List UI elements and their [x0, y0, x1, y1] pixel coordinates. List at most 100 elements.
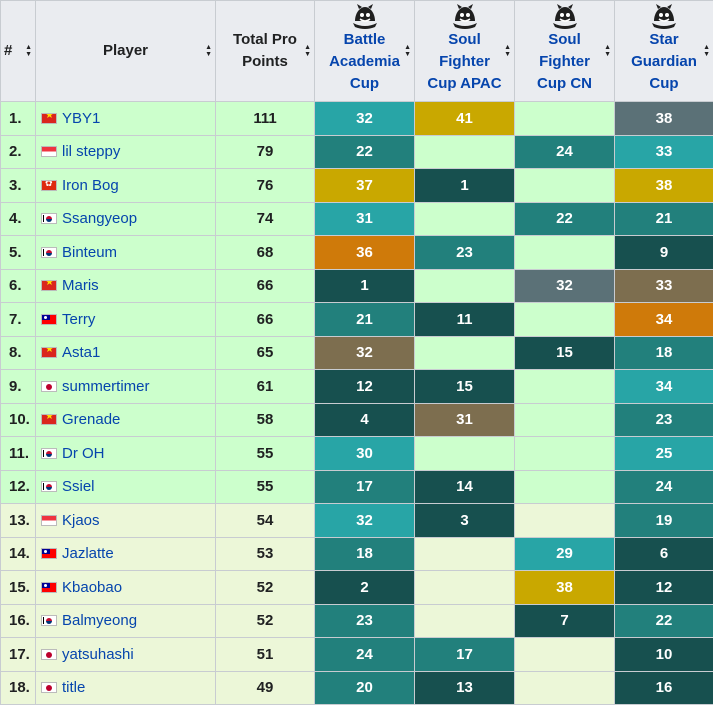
event-score-cell: 31	[315, 202, 415, 236]
event-header-line[interactable]: Academia	[315, 51, 414, 73]
country-flag-icon	[41, 314, 57, 325]
player-link[interactable]: YBY1	[62, 110, 100, 127]
player-link[interactable]: Balmyeong	[62, 612, 137, 629]
player-link[interactable]: yatsuhashi	[62, 646, 134, 663]
event-score-cell: 12	[615, 571, 713, 605]
event-score-cell: 34	[615, 303, 713, 337]
event-score-cell: 24	[315, 638, 415, 672]
player-link[interactable]: title	[62, 679, 85, 696]
sort-icon[interactable]: ▲▼	[604, 44, 611, 58]
event-header-line[interactable]: Soul	[415, 29, 514, 51]
event-score-cell: 36	[315, 236, 415, 270]
player-link[interactable]: lil steppy	[62, 143, 120, 160]
event-score-cell: 20	[315, 671, 415, 705]
rank-cell: 18.	[1, 671, 36, 705]
event-score-cell: 22	[615, 604, 713, 638]
country-flag-icon	[41, 481, 57, 492]
event-score-cell: 21	[615, 202, 713, 236]
total-points-cell: 79	[216, 135, 315, 169]
event-score-cell	[415, 269, 515, 303]
player-link[interactable]: Grenade	[62, 411, 120, 428]
total-points-cell: 111	[216, 102, 315, 136]
rank-cell: 5.	[1, 236, 36, 270]
sort-icon[interactable]: ▲▼	[205, 44, 212, 58]
event-score-cell: 32	[315, 336, 415, 370]
total-header-line: Points	[233, 51, 297, 73]
event-score-cell: 15	[515, 336, 615, 370]
player-link[interactable]: Ssangyeop	[62, 210, 137, 227]
player-column-header[interactable]: Player ▲▼	[36, 1, 216, 102]
player-link[interactable]: summertimer	[62, 378, 150, 395]
rank-cell: 15.	[1, 571, 36, 605]
sort-icon[interactable]: ▲▼	[25, 44, 32, 58]
event-header-line[interactable]: Cup CN	[515, 73, 614, 95]
event-header-line[interactable]: Fighter	[415, 51, 514, 73]
rank-cell: 3.	[1, 169, 36, 203]
player-link[interactable]: Asta1	[62, 344, 100, 361]
tft-event-icon	[451, 3, 479, 29]
event-header-line[interactable]: Soul	[515, 29, 614, 51]
player-link[interactable]: Jazlatte	[62, 545, 114, 562]
event-header-line[interactable]: Star	[615, 29, 713, 51]
country-flag-icon	[41, 615, 57, 626]
total-points-cell: 54	[216, 504, 315, 538]
event-score-cell: 2	[315, 571, 415, 605]
player-link[interactable]: Ssiel	[62, 478, 95, 495]
player-link[interactable]: Iron Bog	[62, 177, 119, 194]
sort-icon[interactable]: ▲▼	[504, 44, 511, 58]
player-link[interactable]: Kjaos	[62, 512, 100, 529]
event-header-line[interactable]: Battle	[315, 29, 414, 51]
total-points-cell: 66	[216, 269, 315, 303]
event-header-line[interactable]: Cup APAC	[415, 73, 514, 95]
player-link[interactable]: Dr OH	[62, 445, 105, 462]
event-score-cell: 9	[615, 236, 713, 270]
event-score-cell: 21	[315, 303, 415, 337]
player-cell: Kjaos	[36, 504, 216, 538]
sort-icon[interactable]: ▲▼	[703, 44, 710, 58]
event-score-cell	[415, 202, 515, 236]
player-link[interactable]: Kbaobao	[62, 579, 122, 596]
event-score-cell: 34	[615, 370, 713, 404]
country-flag-icon	[41, 448, 57, 459]
player-link[interactable]: Maris	[62, 277, 99, 294]
event-score-cell: 4	[315, 403, 415, 437]
sort-icon[interactable]: ▲▼	[404, 44, 411, 58]
player-link[interactable]: Terry	[62, 311, 95, 328]
event-score-cell: 17	[415, 638, 515, 672]
total-points-column-header[interactable]: Total Pro Points ▲▼	[216, 1, 315, 102]
event-score-cell	[415, 437, 515, 471]
event-score-cell	[515, 169, 615, 203]
country-flag-icon	[41, 515, 57, 526]
event-score-cell	[515, 236, 615, 270]
event-score-cell: 32	[315, 504, 415, 538]
event-header-line[interactable]: Cup	[615, 73, 713, 95]
rank-cell: 8.	[1, 336, 36, 370]
event-score-cell: 23	[315, 604, 415, 638]
rank-cell: 9.	[1, 370, 36, 404]
player-cell: Grenade	[36, 403, 216, 437]
event-header-line[interactable]: Fighter	[515, 51, 614, 73]
sort-icon[interactable]: ▲▼	[304, 44, 311, 58]
event-score-cell: 23	[415, 236, 515, 270]
event-score-cell	[415, 135, 515, 169]
rank-cell: 16.	[1, 604, 36, 638]
total-points-cell: 74	[216, 202, 315, 236]
event-score-cell: 38	[615, 102, 713, 136]
event-header-line[interactable]: Guardian	[615, 51, 713, 73]
event-header-line[interactable]: Cup	[315, 73, 414, 95]
country-flag-icon	[41, 146, 57, 157]
total-points-cell: 52	[216, 604, 315, 638]
rank-column-header[interactable]: # ▲▼	[1, 1, 36, 102]
total-header-line: Total Pro	[233, 29, 297, 51]
event-score-cell	[515, 504, 615, 538]
player-link[interactable]: Binteum	[62, 244, 117, 261]
event-score-cell: 14	[415, 470, 515, 504]
total-points-cell: 65	[216, 336, 315, 370]
